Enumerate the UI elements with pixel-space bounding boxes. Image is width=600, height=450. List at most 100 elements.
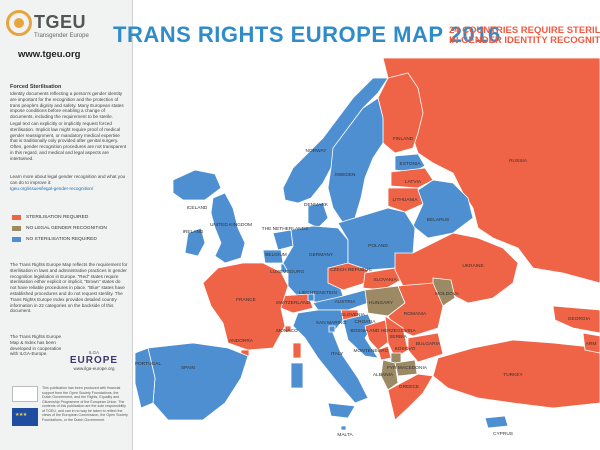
legend-swatch-brown	[12, 225, 21, 231]
country-netherlands[interactable]	[272, 229, 294, 251]
legend-item-sterilisation: STERILISATION REQUIRED	[12, 213, 88, 221]
tgeu-logo-icon	[6, 10, 32, 36]
label-poland: POLAND	[368, 243, 388, 249]
label-netherlands: THE NETHERLANDS	[262, 226, 309, 232]
legal-paragraph: Legal text can explicitly or implicitly …	[10, 121, 127, 161]
country-france[interactable]	[202, 262, 289, 351]
subtitle-line-1: 24 COUNTRIES REQUIRE STERILISA	[449, 26, 600, 36]
ilga-name: EUROPE	[69, 355, 119, 366]
country-belarus[interactable]	[412, 179, 474, 239]
country-italy-sicily[interactable]	[327, 402, 356, 419]
ilga-url[interactable]: www.ilga-europe.org	[73, 366, 115, 371]
country-sanmarino[interactable]	[328, 325, 336, 333]
funding-box: This publication has been produced with …	[10, 384, 128, 442]
label-france: FRANCE	[236, 297, 256, 303]
country-portugal[interactable]	[134, 347, 156, 409]
label-portugal: PORTUGAL	[135, 361, 162, 367]
country-slovakia[interactable]	[362, 267, 402, 291]
funding-text: This publication has been produced with …	[42, 386, 128, 422]
country-albania[interactable]	[380, 359, 399, 391]
country-denmark[interactable]	[307, 202, 329, 229]
label-romania: ROMANIA	[404, 311, 427, 317]
legal-gender-link[interactable]: tgeu.org/issues/legal-gender-recognition…	[10, 186, 94, 191]
section-title: Forced Sterilisation	[10, 84, 62, 90]
country-turkey[interactable]	[432, 339, 600, 409]
label-spain: SPAIN	[181, 365, 196, 371]
label-austria: AUSTRIA	[335, 299, 357, 305]
country-ireland[interactable]	[184, 227, 206, 257]
country-georgia[interactable]	[552, 305, 600, 334]
country-bosnia[interactable]	[364, 319, 392, 351]
sidebar: TGEU Transgender Europe www.tgeu.org For…	[0, 0, 133, 450]
country-uk[interactable]	[210, 192, 246, 264]
label-monaco: MONACO	[276, 328, 298, 334]
country-sweden[interactable]	[327, 97, 384, 224]
label-ukraine: UKRAINE	[462, 263, 483, 269]
country-liechtenstein[interactable]	[307, 293, 315, 302]
europe-map: FINLAND NORWAY SWEDEN ESTONIA LATVIA LIT…	[134, 58, 600, 438]
label-bosnia: BOSNIA AND HERZEGOVINA	[350, 328, 416, 334]
country-serbia[interactable]	[384, 315, 409, 359]
ilga-top: ILGA	[88, 350, 100, 355]
label-latvia: LATVIA	[405, 179, 422, 185]
country-lithuania[interactable]	[387, 187, 424, 213]
country-romania[interactable]	[387, 282, 444, 337]
label-cyprus: CYPRUS	[493, 431, 513, 437]
country-kosovo[interactable]	[390, 352, 402, 364]
label-serbia: SERBIA	[389, 334, 407, 340]
label-liechtenstein: LIECHTENSTEIN	[299, 290, 337, 296]
legend-item-no-sterilisation: NO STERILISATION REQUIRED	[12, 235, 97, 243]
label-luxembourg: LUXEMBOURG	[270, 269, 304, 275]
country-spain[interactable]	[147, 342, 249, 421]
label-estonia: ESTONIA	[400, 161, 422, 167]
country-macedonia[interactable]	[394, 359, 418, 377]
logo-subtitle: Transgender Europe	[34, 33, 89, 39]
legend-swatch-red	[12, 214, 21, 220]
page-title: TRANS RIGHTS EUROPE MAP 2016	[113, 22, 501, 47]
country-greece[interactable]	[387, 373, 434, 421]
label-iceland: ICELAND	[187, 205, 208, 211]
country-malta[interactable]	[340, 425, 347, 431]
country-cyprus[interactable]	[484, 415, 509, 429]
label-italy: ITALY	[331, 351, 344, 357]
logo-url[interactable]: www.tgeu.org	[18, 49, 81, 60]
page-subtitle: 24 COUNTRIES REQUIRE STERILISA IN GENDER…	[449, 26, 600, 46]
legend-label: NO LEGAL GENDER RECOGNITION	[26, 225, 107, 231]
country-italy[interactable]	[292, 309, 369, 404]
country-italy-sardinia[interactable]	[290, 362, 304, 389]
label-sweden: SWEDEN	[334, 172, 356, 178]
country-france-corsica[interactable]	[292, 342, 302, 359]
label-montenegro: MONTENEGRO	[354, 348, 389, 354]
country-latvia[interactable]	[390, 167, 434, 189]
label-ireland: IRELAND	[183, 229, 204, 235]
label-armenia: ARM	[586, 341, 597, 347]
label-czech: CZECH REPUBLIC	[330, 267, 372, 273]
label-russia: RUSSIA	[509, 158, 528, 164]
ilga-europe-logo[interactable]: ILGA EUROPE www.ilga-europe.org	[64, 350, 124, 371]
country-monaco[interactable]	[284, 325, 292, 333]
tgeu-logo[interactable]: TGEU Transgender Europe www.tgeu.org	[0, 0, 133, 68]
osf-logo-icon	[12, 386, 38, 402]
label-lithuania: LITHUANIA	[392, 197, 418, 203]
label-kosovo: KOSOVO	[395, 346, 416, 352]
label-denmark: DENMARK	[304, 202, 329, 208]
intro-paragraph: Identity documents reflecting a person's…	[10, 91, 124, 120]
label-macedonia: FYR MACEDONIA	[387, 365, 428, 371]
label-andorra: ANDORRA	[229, 338, 254, 344]
legend-label: NO STERILISATION REQUIRED	[26, 236, 97, 242]
label-slovenia: SLOVENIA	[341, 312, 366, 318]
eu-flag-icon	[12, 408, 38, 426]
country-bulgaria[interactable]	[407, 332, 444, 363]
cooperation-paragraph: The Trans Rights Europe Map & Index has …	[10, 334, 62, 357]
label-hungary: HUNGARY	[369, 300, 394, 306]
legend-swatch-blue	[12, 236, 21, 242]
map-explanation-paragraph: The Trans Rights Europe Map reflects the…	[10, 262, 128, 314]
legend-item-no-recognition: NO LEGAL GENDER RECOGNITION	[12, 224, 107, 232]
label-turkey: TURKEY	[503, 372, 523, 378]
country-iceland[interactable]	[172, 169, 222, 201]
label-uk: UNITED KINGDOM	[210, 222, 252, 228]
country-armenia[interactable]	[582, 332, 600, 354]
label-georgia: GEORGIA	[568, 316, 591, 322]
label-belgium: BELGIUM	[265, 252, 287, 258]
label-germany: GERMANY	[309, 252, 334, 258]
